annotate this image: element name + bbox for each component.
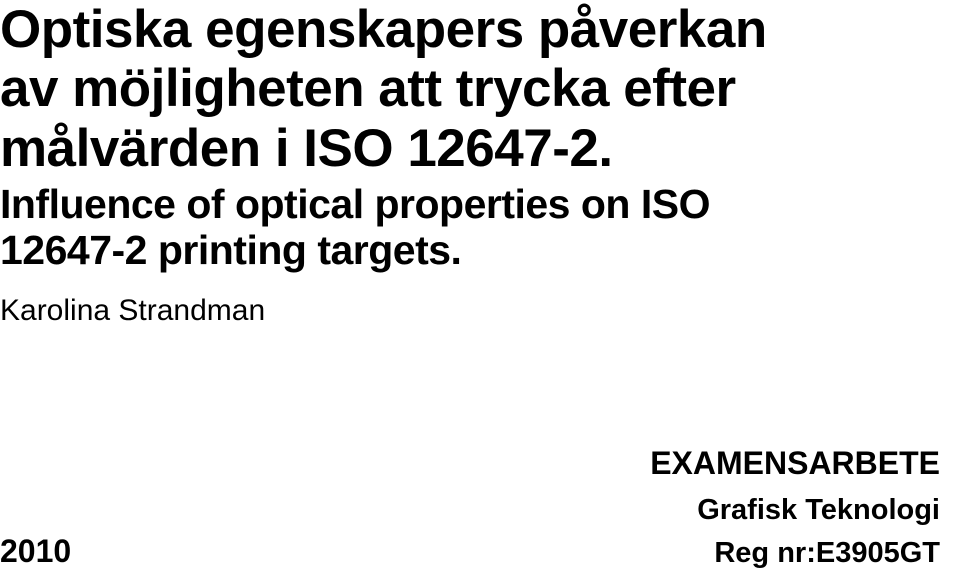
footer: 2010 EXAMENSARBETE Grafisk Teknologi Reg… (0, 445, 940, 570)
author-name: Karolina Strandman (0, 294, 880, 328)
document-page: Optiska egenskapers påverkan av möjlighe… (0, 0, 960, 576)
title-sv-line1: Optiska egenskapers påverkan (0, 0, 880, 59)
examens-label: EXAMENSARBETE (650, 445, 940, 482)
title-sv-line2: av möjligheten att trycka efter (0, 59, 880, 118)
title-block: Optiska egenskapers påverkan av möjlighe… (0, 0, 880, 328)
title-english: Influence of optical properties on ISO 1… (0, 182, 880, 274)
subject-label: Grafisk Teknologi (650, 494, 940, 527)
reg-number: Reg nr:E3905GT (650, 537, 940, 570)
year: 2010 (0, 533, 71, 570)
title-swedish: Optiska egenskapers påverkan av möjlighe… (0, 0, 880, 178)
title-sv-line3: målvärden i ISO 12647-2. (0, 119, 880, 178)
title-en-line1: Influence of optical properties on ISO (0, 182, 880, 228)
title-en-line2: 12647-2 printing targets. (0, 228, 880, 274)
footer-right: EXAMENSARBETE Grafisk Teknologi Reg nr:E… (650, 445, 940, 570)
